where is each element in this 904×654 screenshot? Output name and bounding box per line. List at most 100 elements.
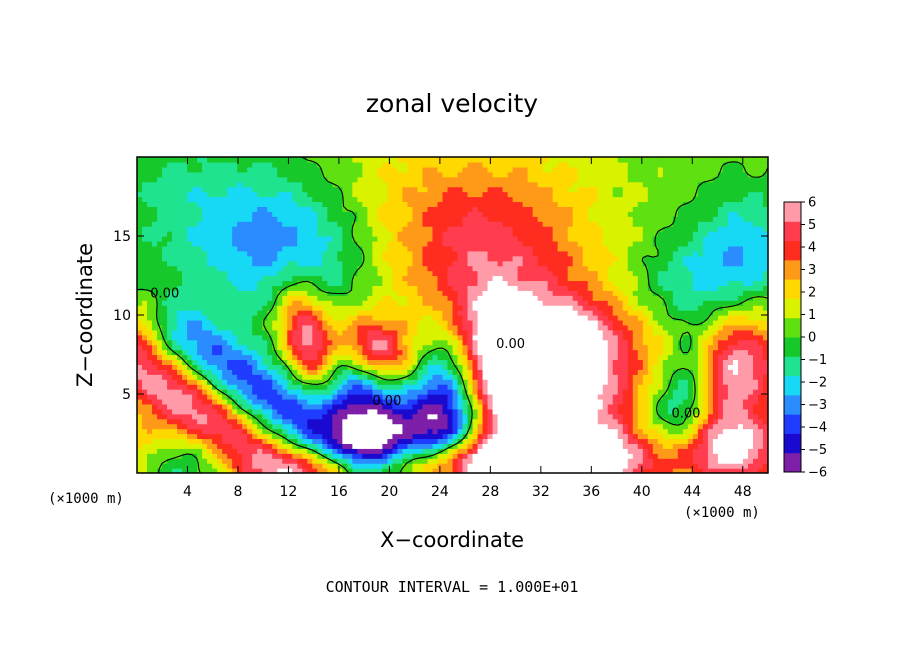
heatmap-cell (397, 453, 404, 459)
heatmap-cell (317, 334, 323, 341)
heatmap-cell (257, 379, 263, 385)
heatmap-cell (427, 413, 434, 420)
heatmap-cell (422, 324, 429, 331)
heatmap-cell (387, 448, 394, 454)
heatmap-cell (672, 324, 679, 331)
heatmap-cell (342, 403, 348, 410)
heatmap-cell (597, 403, 604, 410)
heatmap-cell (362, 443, 368, 449)
heatmap-cell (567, 364, 574, 370)
heatmap-cell (347, 463, 353, 469)
heatmap-cell (647, 458, 654, 464)
heatmap-cell (382, 369, 388, 375)
heatmap-cell (497, 349, 504, 356)
heatmap-cell (137, 394, 143, 400)
heatmap-cell (692, 295, 699, 301)
heatmap-cell (182, 315, 188, 321)
heatmap-cell (387, 374, 394, 380)
heatmap-cell (227, 280, 233, 286)
heatmap-cell (247, 443, 253, 449)
heatmap-cell (177, 324, 183, 331)
heatmap-cell (272, 329, 278, 336)
heatmap-cell (337, 408, 343, 415)
heatmap-cell (337, 379, 343, 385)
heatmap-cell (547, 463, 554, 469)
heatmap-cell (297, 359, 303, 365)
heatmap-cell (172, 295, 178, 301)
heatmap-cell (697, 374, 704, 380)
heatmap-cell (182, 423, 188, 430)
heatmap-cell (532, 394, 539, 400)
heatmap-cell (567, 344, 574, 351)
heatmap-cell (682, 280, 689, 286)
heatmap-cell (412, 394, 419, 400)
heatmap-cell (152, 468, 158, 473)
heatmap-cell (522, 275, 529, 282)
heatmap-cell (527, 305, 534, 311)
heatmap-cell (267, 295, 273, 301)
heatmap-cell (197, 280, 203, 286)
heatmap-cell (342, 448, 348, 454)
heatmap-cell (167, 453, 173, 459)
heatmap-cell (137, 349, 143, 356)
heatmap-cell (277, 468, 283, 473)
heatmap-cell (522, 403, 529, 410)
heatmap-cell (522, 280, 529, 286)
heatmap-cell (372, 453, 378, 459)
heatmap-cell (467, 275, 474, 282)
heatmap-cell (242, 359, 248, 365)
heatmap-cell (512, 280, 519, 286)
heatmap-cell (612, 458, 619, 464)
heatmap-cell (567, 468, 574, 473)
heatmap-cell (762, 413, 768, 420)
heatmap-cell (277, 389, 283, 395)
heatmap-cell (482, 290, 489, 296)
heatmap-cell (167, 428, 173, 435)
heatmap-cell (517, 403, 524, 410)
heatmap-cell (302, 428, 308, 435)
heatmap-cell (517, 418, 524, 425)
heatmap-cell (752, 428, 759, 435)
heatmap-cell (532, 295, 539, 301)
heatmap-cell (507, 300, 514, 306)
heatmap-cell (222, 453, 228, 459)
heatmap-cell (522, 384, 529, 390)
heatmap-cell (402, 418, 409, 425)
heatmap-cell (582, 458, 589, 464)
heatmap-cell (327, 310, 333, 316)
heatmap-cell (372, 438, 378, 444)
heatmap-cell (637, 413, 644, 420)
heatmap-cell (602, 339, 609, 346)
heatmap-cell (712, 433, 719, 440)
heatmap-cell (277, 438, 283, 444)
heatmap-cell (212, 319, 218, 326)
heatmap-cell (272, 418, 278, 425)
heatmap-cell (502, 305, 509, 311)
heatmap-cell (502, 443, 509, 449)
heatmap-cell (252, 403, 258, 410)
heatmap-cell (537, 305, 544, 311)
heatmap-cell (377, 384, 383, 390)
heatmap-cell (212, 443, 218, 449)
heatmap-cell (517, 428, 524, 435)
heatmap-cell (562, 300, 569, 306)
heatmap-cell (237, 438, 243, 444)
heatmap-cell (347, 300, 353, 306)
heatmap-cell (642, 433, 649, 440)
heatmap-cell (212, 275, 218, 282)
heatmap-cell (467, 374, 474, 380)
heatmap-cell (362, 418, 368, 425)
heatmap-cell (762, 418, 768, 425)
heatmap-cell (722, 290, 729, 296)
heatmap-cell (402, 369, 409, 375)
heatmap-cell (252, 453, 258, 459)
heatmap-cell (192, 438, 198, 444)
heatmap-cell (562, 364, 569, 370)
heatmap-cell (362, 408, 368, 415)
heatmap-cell (137, 418, 143, 425)
heatmap-cell (217, 398, 223, 405)
heatmap-cell (302, 423, 308, 430)
heatmap-cell (497, 354, 504, 361)
heatmap-cell (527, 428, 534, 435)
heatmap-cell (217, 310, 223, 316)
